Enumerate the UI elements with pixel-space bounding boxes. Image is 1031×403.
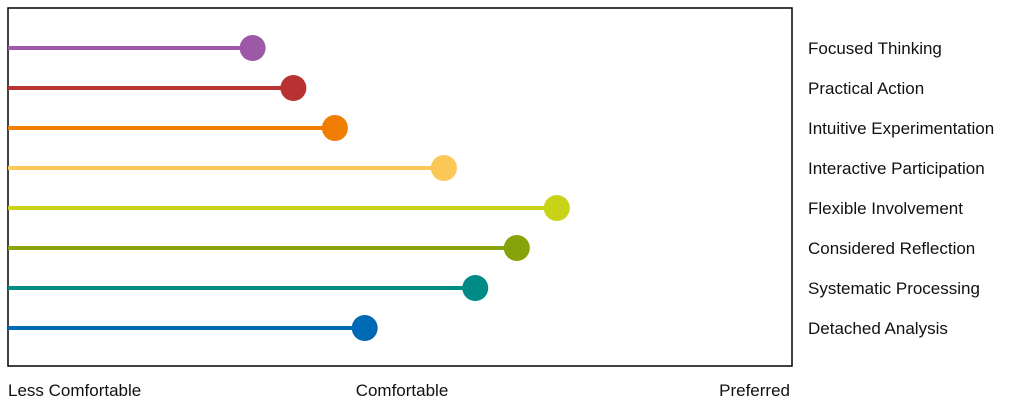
point-considered-reflection xyxy=(503,235,530,261)
legend-label-considered-reflection: Considered Reflection xyxy=(808,239,975,258)
legend-label-systematic-processing: Systematic Processing xyxy=(808,279,980,298)
chart-marks xyxy=(8,35,570,341)
plot-frame xyxy=(7,7,793,367)
chart-legend: Focused Thinking Practical Action Intuitiv… xyxy=(808,39,994,338)
point-detached-analysis xyxy=(351,315,378,341)
point-systematic-processing xyxy=(462,275,489,301)
legend-label-detached-analysis: Detached Analysis xyxy=(808,319,948,338)
legend-label-flexible-involvement: Flexible Involvement xyxy=(808,199,963,218)
legend-label-intuitive-experimentation: Intuitive Experimentation xyxy=(808,119,994,138)
point-interactive-participation xyxy=(430,155,457,181)
point-practical-action xyxy=(280,75,307,101)
legend-label-focused-thinking: Focused Thinking xyxy=(808,39,942,58)
x-label-max: Preferred xyxy=(719,381,790,400)
point-focused-thinking xyxy=(239,35,266,61)
legend-label-interactive-participation: Interactive Participation xyxy=(808,159,985,178)
x-label-min: Less Comfortable xyxy=(8,381,141,400)
x-label-mid: Comfortable xyxy=(356,381,449,400)
legend-label-practical-action: Practical Action xyxy=(808,79,924,98)
point-flexible-involvement xyxy=(543,195,570,221)
point-intuitive-experimentation xyxy=(321,115,348,141)
